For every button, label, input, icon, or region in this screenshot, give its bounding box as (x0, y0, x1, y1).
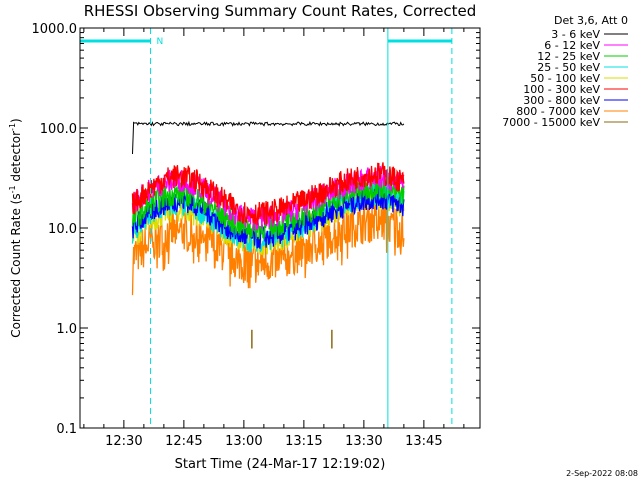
legend-label: 50 - 100 keV (530, 72, 600, 85)
x-tick-label: 13:00 (225, 434, 262, 449)
legend-label: 25 - 50 keV (537, 61, 600, 74)
y-label-sup2: -1 (8, 123, 17, 131)
y-tick-label: 1000.0 (32, 22, 78, 37)
y-label-sup1: -1 (8, 185, 17, 193)
legend-label: 7000 - 15000 keV (502, 116, 600, 129)
y-label-part2: detector (9, 131, 23, 186)
y-label-part1: Corrected Count Rate (s (9, 193, 23, 337)
x-tick-label: 13:45 (405, 434, 442, 449)
series-line-5 (131, 162, 405, 226)
x-tick-label: 13:30 (345, 434, 382, 449)
x-tick-label: 12:45 (165, 434, 202, 449)
y-tick-label: 1.0 (56, 322, 77, 337)
ticks-layer: 12:30 12:45 13:00 13:15 13:30 13:45 0.1 1.0 10.0… (32, 22, 480, 449)
y-tick-label: 10.0 (48, 222, 77, 237)
y-label-part3: ) (9, 118, 23, 123)
chart-title: RHESSI Observing Summary Count Rates, Co… (84, 2, 477, 20)
series-line-7 (131, 199, 405, 296)
x-tick-label: 12:30 (105, 434, 142, 449)
footer-date: 2-Sep-2022 08:08 (566, 469, 638, 478)
legend-title: Det 3,6, Att 0 (554, 14, 628, 27)
x-tick-label: 13:15 (285, 434, 322, 449)
x-axis-label: Start Time (24-Mar-17 12:19:02) (175, 457, 386, 472)
night-label: N (157, 37, 164, 47)
legend-label: 3 - 6 keV (551, 28, 600, 41)
legend-label: 6 - 12 keV (544, 39, 600, 52)
series-layer (131, 120, 405, 349)
y-axis-label: Corrected Count Rate (s-1 detector-1) (8, 118, 23, 337)
y-tick-label: 0.1 (56, 422, 77, 437)
series-line-0 (132, 120, 405, 155)
legend-label: 100 - 300 keV (523, 83, 600, 96)
legend-label: 800 - 7000 keV (516, 105, 600, 118)
legend-label: 300 - 800 keV (523, 94, 600, 107)
legend-label: 12 - 25 keV (537, 50, 600, 63)
y-tick-label: 100.0 (40, 122, 77, 137)
